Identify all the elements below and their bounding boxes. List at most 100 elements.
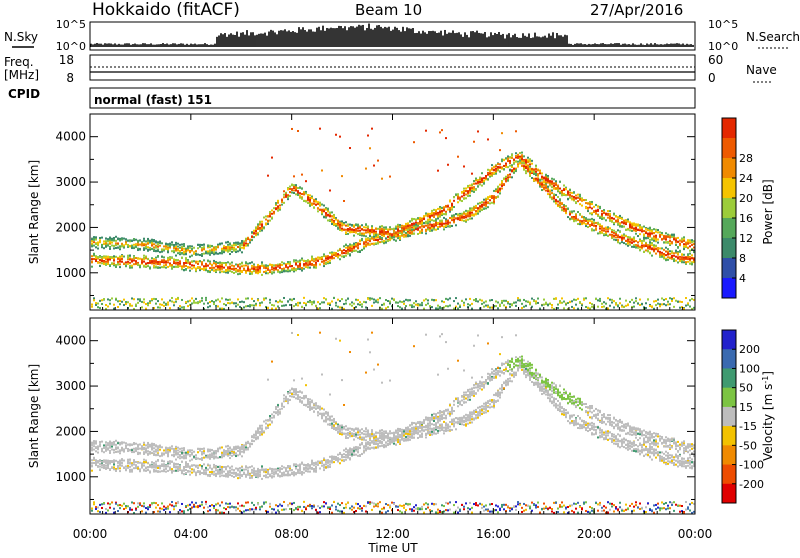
echo-cell — [465, 193, 467, 195]
echo-cell — [443, 207, 445, 209]
echo-cell — [181, 248, 183, 250]
echo-cell — [523, 165, 525, 167]
echo-cell — [491, 168, 493, 170]
echo-cell — [475, 298, 477, 300]
echo-cell — [619, 236, 621, 238]
echo-cell — [133, 238, 135, 240]
echo-cell — [585, 199, 587, 201]
echo-cell — [261, 265, 263, 267]
echo-cell — [297, 304, 299, 306]
echo-cell — [239, 263, 241, 265]
echo-cell — [425, 232, 427, 234]
echo-cell — [619, 298, 621, 300]
echo-cell — [193, 300, 195, 302]
echo-cell — [121, 261, 123, 263]
echo-cell — [153, 239, 155, 241]
echo-cell — [517, 297, 519, 299]
echo-cell — [437, 222, 439, 224]
echo-cell — [509, 165, 511, 167]
echo-cell — [349, 303, 351, 305]
echo-cell — [579, 223, 581, 225]
echo-cell — [571, 300, 573, 302]
echo-cell — [483, 182, 485, 184]
echo-cell — [631, 239, 633, 241]
echo-cell — [231, 262, 233, 264]
echo-cell — [289, 186, 291, 188]
echo-cell — [529, 303, 531, 305]
echo-cell — [357, 233, 359, 235]
echo-cell — [325, 209, 327, 211]
echo-cell — [257, 233, 259, 235]
echo-cell — [601, 210, 603, 212]
echo-cell — [91, 255, 93, 257]
echo-cell — [563, 189, 565, 191]
echo-cell — [283, 270, 285, 272]
echo-cell — [391, 237, 393, 239]
echo-cell — [625, 235, 627, 237]
echo-cell — [483, 199, 485, 201]
echo-cell — [559, 181, 561, 183]
echo-cell — [211, 264, 213, 266]
echo-cell — [499, 163, 501, 165]
echo-cell — [559, 300, 561, 302]
echo-cell — [499, 305, 501, 307]
echo-cell — [95, 443, 97, 445]
echo-cell — [245, 262, 247, 264]
echo-cell — [525, 170, 527, 172]
echo-cell — [511, 157, 513, 159]
echo-cell — [569, 192, 571, 194]
echo-cell — [257, 272, 259, 274]
echo-cell — [209, 263, 211, 265]
echo-cell — [193, 266, 195, 268]
echo-cell — [319, 307, 321, 309]
echo-cell — [467, 215, 469, 217]
echo-cell — [643, 233, 645, 235]
echo-cell — [107, 263, 109, 265]
echo-cell — [487, 169, 489, 171]
echo-cell — [429, 221, 431, 223]
echo-cell — [223, 247, 225, 249]
echo-cell — [543, 180, 545, 182]
echo-cell — [377, 299, 379, 301]
echo-cell — [197, 263, 199, 265]
echo-cell — [685, 297, 687, 299]
echo-cell — [105, 243, 107, 245]
echo-cell — [527, 159, 529, 161]
echo-cell — [165, 267, 167, 269]
echo-cell — [425, 212, 427, 214]
echo-cell — [437, 228, 439, 230]
echo-cell — [517, 163, 519, 165]
echo-cell — [415, 226, 417, 228]
echo-cell — [575, 304, 577, 306]
echo-cell — [569, 189, 571, 191]
echo-cell — [293, 260, 295, 262]
echo-cell — [447, 222, 449, 224]
echo-cell — [385, 242, 387, 244]
echo-cell — [577, 194, 579, 196]
echo-cell — [355, 230, 357, 232]
echo-cell — [205, 267, 207, 269]
echo-cell — [173, 249, 175, 251]
date-label: 27/Apr/2016 — [590, 1, 683, 19]
echo-cell — [533, 169, 535, 171]
echo-cell — [357, 225, 359, 227]
echo-cell — [109, 447, 111, 449]
echo-cell — [181, 257, 183, 259]
echo-cell — [669, 235, 671, 237]
echo-cell — [275, 268, 277, 270]
echo-cell — [541, 176, 543, 178]
echo-cell — [447, 164, 449, 166]
echo-cell — [285, 192, 287, 194]
echo-cell — [501, 181, 503, 183]
echo-cell — [425, 298, 427, 300]
echo-cell — [155, 250, 157, 252]
echo-cell — [585, 220, 587, 222]
echo-cell — [625, 243, 627, 245]
echo-cell — [285, 264, 287, 266]
echo-cell — [183, 262, 185, 264]
echo-cell — [271, 268, 273, 270]
nsky-label: N.Sky — [4, 30, 38, 44]
echo-cell — [389, 176, 391, 178]
echo-cell — [147, 262, 149, 264]
echo-cell — [391, 228, 393, 230]
